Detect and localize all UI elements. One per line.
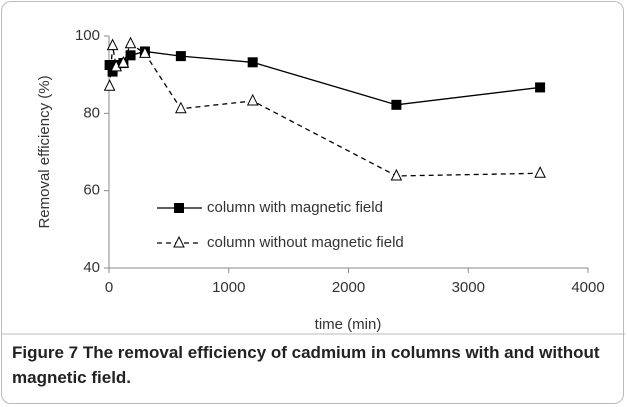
data-point [107, 66, 118, 77]
data-point [247, 57, 258, 68]
data-point [534, 166, 546, 178]
data-point [139, 46, 151, 58]
legend-marker [173, 235, 185, 248]
x-tick-label: 1000 [212, 279, 245, 296]
data-point [124, 36, 137, 49]
data-point [535, 82, 546, 93]
x-axis-label: time (min) [315, 316, 382, 333]
legend-marker [174, 203, 184, 213]
y-tick-label: 60 [83, 182, 100, 199]
data-point [125, 50, 136, 61]
y-tick-label: 40 [83, 259, 100, 276]
data-point [390, 168, 403, 181]
series-line [109, 50, 541, 106]
caption: Figure 7 The removal efficiency of cadmi… [12, 340, 612, 390]
caption-label: Figure 7 [12, 343, 79, 362]
x-tick-label: 3000 [452, 279, 485, 296]
data-point [175, 51, 186, 62]
y-axis-label: Removal efficiency (%) [36, 75, 53, 228]
data-point [104, 60, 115, 70]
legend-label: column with magnetic field [207, 199, 383, 216]
data-point [175, 101, 187, 114]
data-point [391, 99, 402, 110]
y-tick-label: 80 [83, 104, 100, 121]
legend-label: column without magnetic field [207, 234, 404, 251]
caption-text: The removal efficiency of cadmium in col… [12, 343, 600, 387]
data-point [246, 93, 259, 106]
series-line [108, 42, 541, 177]
x-tick-label: 4000 [571, 279, 604, 296]
x-tick-label: 2000 [332, 279, 365, 296]
y-tick-label: 100 [75, 27, 100, 44]
data-point [103, 79, 116, 91]
data-point [117, 55, 130, 68]
x-tick-label: 0 [105, 279, 113, 296]
data-point [106, 38, 119, 51]
